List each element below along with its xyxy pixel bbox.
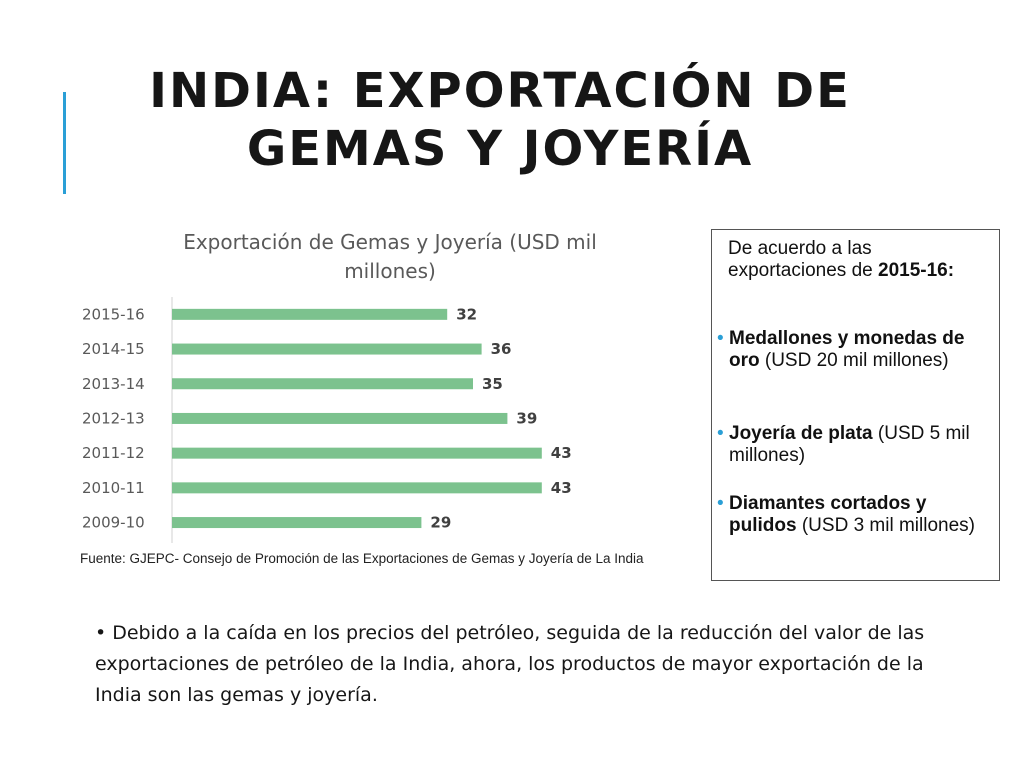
bar-2012-13 <box>172 412 508 424</box>
data-label-2009-10: 29 <box>430 514 451 532</box>
bar-2011-12 <box>172 447 542 459</box>
info-item-gold-rest: (USD 20 mil millones) <box>759 350 949 371</box>
bar-chart: 2015-16 32 2014-15 36 2013-14 35 2012-13 39 2011… <box>82 297 572 543</box>
data-label-2015-16: 32 <box>456 305 477 323</box>
bottom-paragraph-text: Debido a la caída en los precios del pet… <box>95 622 925 706</box>
bar-2015-16 <box>172 308 448 320</box>
info-intro: De acuerdo a las exportaciones de 2015-1… <box>728 238 983 282</box>
bottom-paragraph: • Debido a la caída en los precios del pe… <box>95 618 975 711</box>
data-label-2012-13: 39 <box>516 409 537 427</box>
bar-2009-10 <box>172 517 422 529</box>
bullet-icon: • <box>717 328 724 349</box>
category-label-2013-14: 2013-14 <box>82 375 145 393</box>
info-box: De acuerdo a las exportaciones de 2015-1… <box>711 229 1000 581</box>
bullet-icon: • <box>95 622 107 644</box>
info-item-diamonds-bold: Diamantes cortados y pulidos <box>729 493 927 536</box>
info-item-diamonds: • Diamantes cortados y pulidos (USD 3 mi… <box>717 493 992 537</box>
info-item-gold: • Medallones y monedas de oro (USD 20 mi… <box>717 328 992 372</box>
data-label-2011-12: 43 <box>551 444 572 462</box>
info-item-silver-bold: Joyería de plata <box>729 423 873 444</box>
info-item-silver: • Joyería de plata (USD 5 mil millones) <box>717 423 992 467</box>
source-note: Fuente: GJEPC- Consejo de Promoción de l… <box>80 551 644 566</box>
bullet-icon: • <box>717 423 724 444</box>
chart-title: Exportación de Gemas y Joyería (USD mil … <box>150 228 630 286</box>
info-intro-year: 2015-16: <box>878 260 955 281</box>
bar-2014-15 <box>172 343 482 355</box>
category-label-2012-13: 2012-13 <box>82 409 145 427</box>
data-label-2014-15: 36 <box>491 340 512 358</box>
chart-title-line-2: millones) <box>344 259 436 283</box>
category-label-2010-11: 2010-11 <box>82 479 145 497</box>
info-item-gold-bold: Medallones y monedas de oro <box>729 328 965 371</box>
info-item-silver-rest: (USD 5 mil millones) <box>729 423 970 466</box>
category-label-2015-16: 2015-16 <box>82 305 145 323</box>
bullet-icon: • <box>717 493 724 514</box>
slide-title-line-1: INDIA: EXPORTACIÓN DE <box>149 63 851 119</box>
category-label-2014-15: 2014-15 <box>82 340 145 358</box>
title-accent-bar <box>63 92 66 194</box>
data-label-2010-11: 43 <box>551 479 572 497</box>
info-item-diamonds-rest: (USD 3 mil millones) <box>796 515 975 536</box>
chart-title-line-1: Exportación de Gemas y Joyería (USD mil <box>183 230 597 254</box>
data-label-2013-14: 35 <box>482 375 503 393</box>
category-label-2011-12: 2011-12 <box>82 444 145 462</box>
bar-2013-14 <box>172 378 473 390</box>
slide-title-line-2: GEMAS Y JOYERÍA <box>246 121 754 177</box>
info-intro-text: De acuerdo a las exportaciones de <box>728 238 878 281</box>
category-label-2009-10: 2009-10 <box>82 514 145 532</box>
bar-2010-11 <box>172 482 542 494</box>
slide-title: INDIA: EXPORTACIÓN DE GEMAS Y JOYERÍA <box>120 62 880 178</box>
